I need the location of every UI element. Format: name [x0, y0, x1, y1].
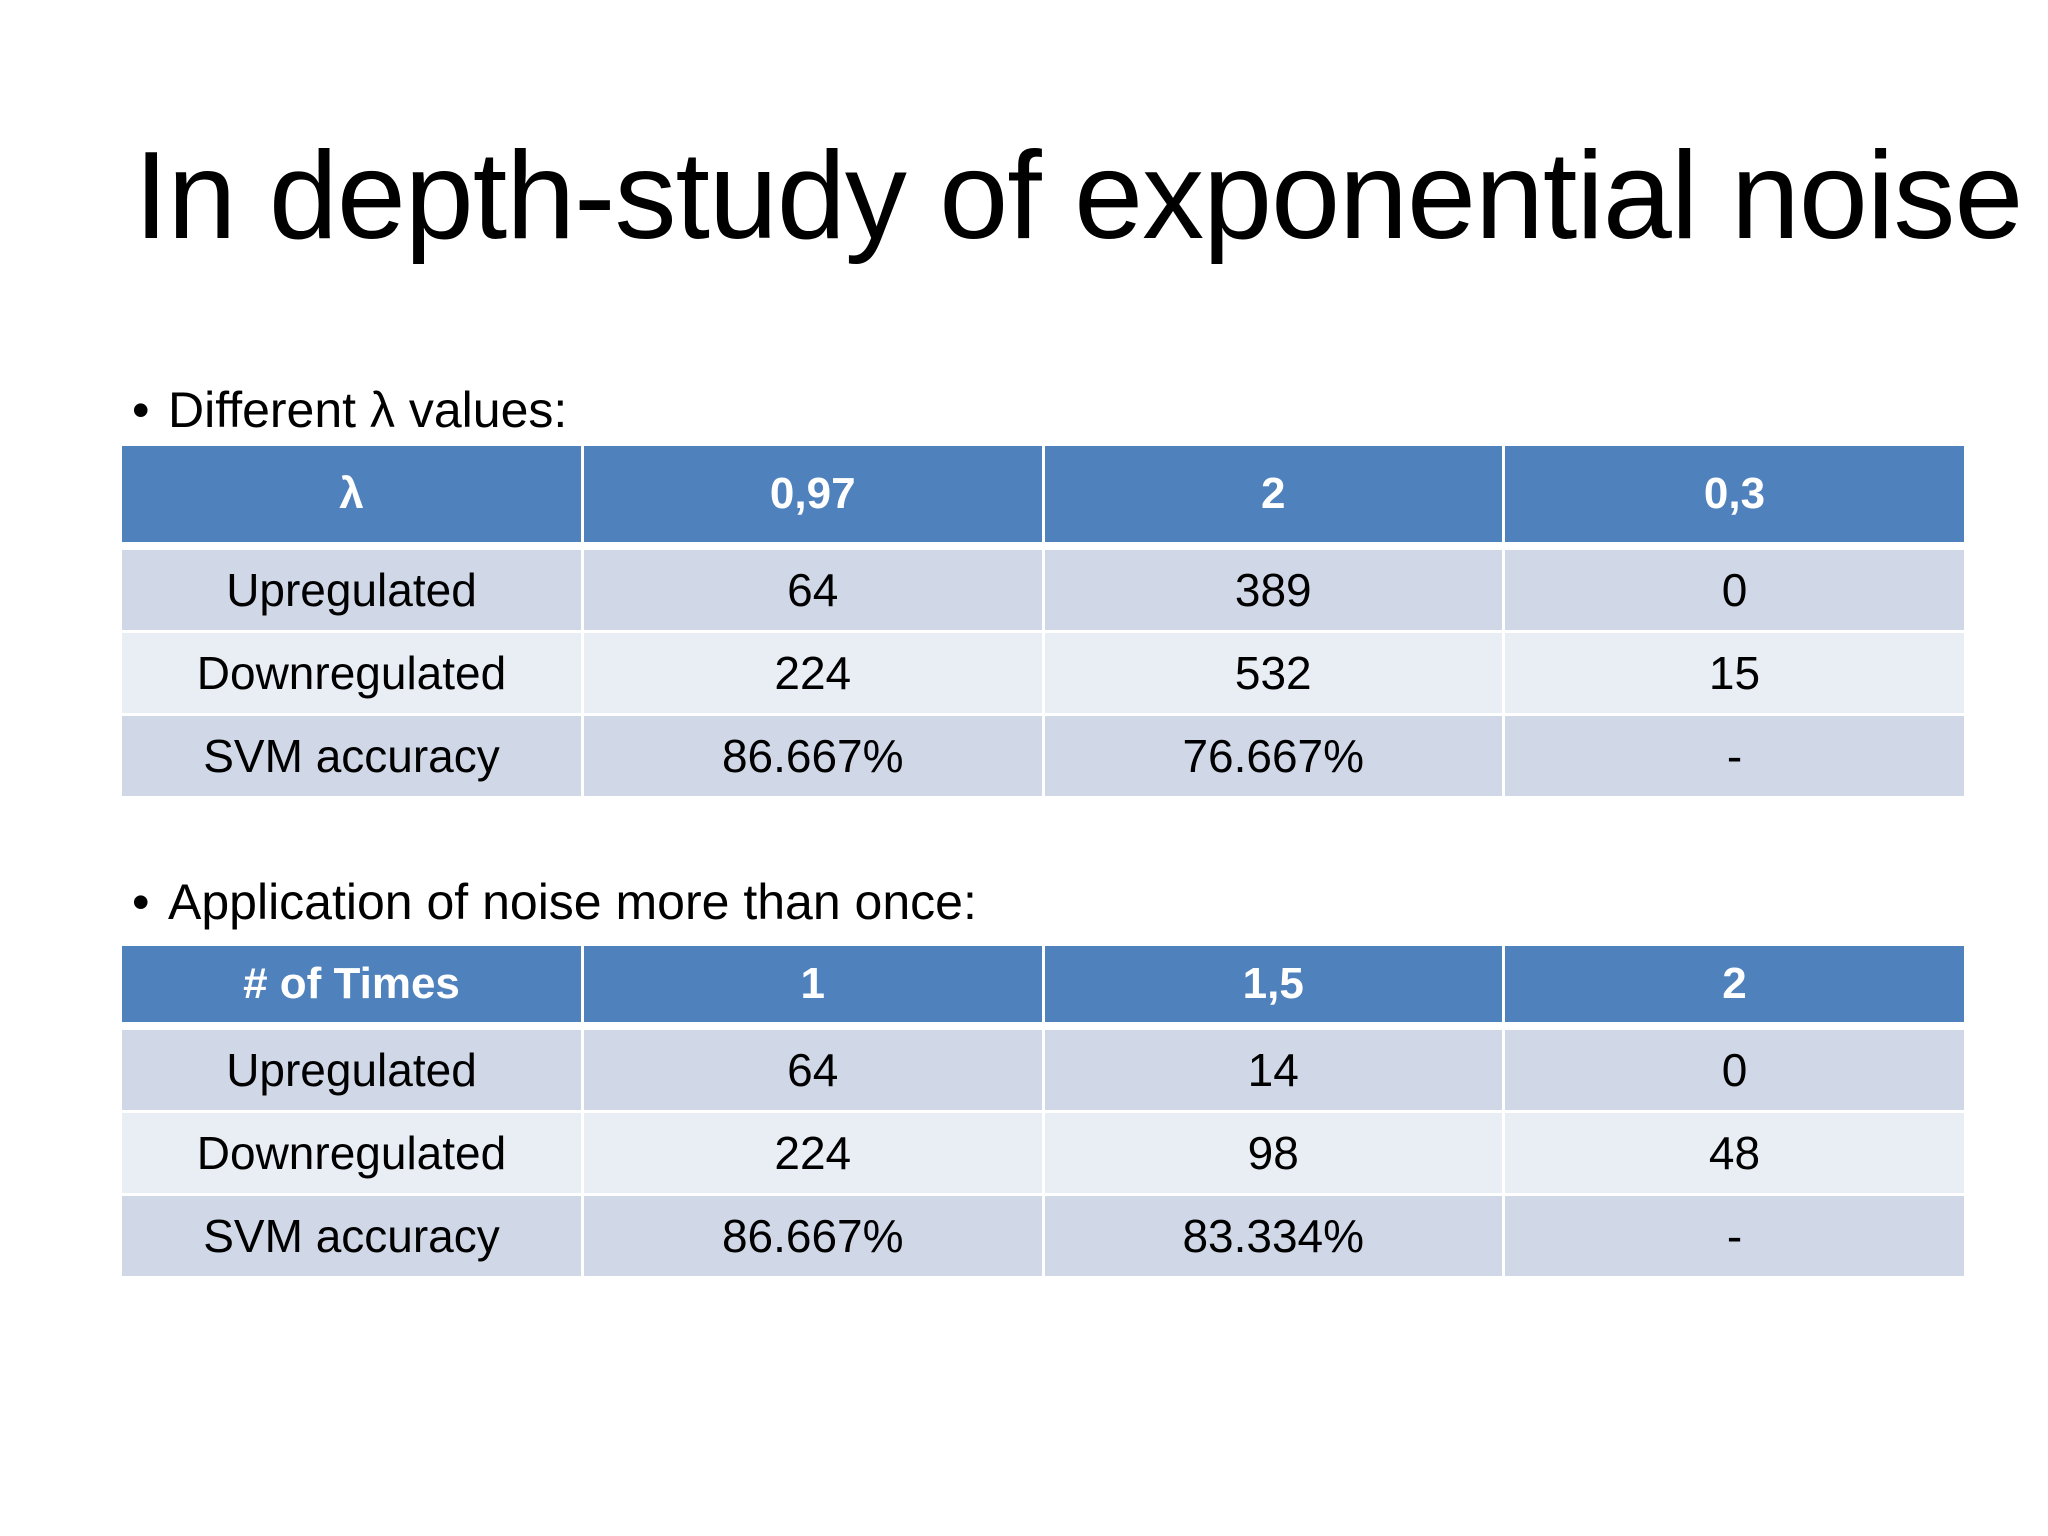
row-label-cell: Downregulated [122, 1111, 584, 1196]
row-label-cell: Downregulated [122, 631, 584, 716]
table-row: Upregulated 64 389 0 [122, 546, 1964, 633]
table-row: Downregulated 224 532 15 [122, 631, 1964, 716]
table-cell: 0 [1502, 546, 1964, 633]
table-cell: 224 [581, 631, 1045, 716]
header-cell: 1,5 [1041, 946, 1505, 1030]
table-cell: 224 [581, 1111, 1045, 1196]
table-cell: 86.667% [581, 1194, 1045, 1279]
slide-title: In depth-study of exponential noise [134, 127, 2023, 265]
table-cell: 14 [1041, 1026, 1505, 1113]
header-cell: 2 [1041, 446, 1505, 550]
bullet-dot: • [132, 874, 150, 930]
table-cell: 0 [1502, 1026, 1964, 1113]
noise-application-table: # of Times 1 1,5 2 Upregulated 64 14 0 D… [122, 946, 1964, 1279]
table-cell: 15 [1502, 631, 1964, 716]
table-row: SVM accuracy 86.667% 76.667% - [122, 714, 1964, 799]
bullet-dot: • [132, 382, 150, 438]
row-label-cell: Upregulated [122, 546, 584, 633]
table-cell: 76.667% [1041, 714, 1505, 799]
table-cell: - [1502, 714, 1964, 799]
table-cell: 48 [1502, 1111, 1964, 1196]
header-cell: 2 [1502, 946, 1964, 1030]
table-cell: - [1502, 1194, 1964, 1279]
row-label-cell: SVM accuracy [122, 714, 584, 799]
table-row: SVM accuracy 86.667% 83.334% - [122, 1194, 1964, 1279]
header-cell: # of Times [122, 946, 584, 1030]
bullet-text: Application of noise more than once: [168, 874, 977, 930]
table-header-row: # of Times 1 1,5 2 [122, 946, 1964, 1030]
header-cell: 0,97 [581, 446, 1045, 550]
table-cell: 98 [1041, 1111, 1505, 1196]
table-cell: 86.667% [581, 714, 1045, 799]
table-row: Downregulated 224 98 48 [122, 1111, 1964, 1196]
table-cell: 389 [1041, 546, 1505, 633]
bullet-noise-application: • Application of noise more than once: [132, 872, 977, 932]
table-row: Upregulated 64 14 0 [122, 1026, 1964, 1113]
header-cell: 0,3 [1502, 446, 1964, 550]
lambda-values-table: λ 0,97 2 0,3 Upregulated 64 389 0 Downre… [122, 446, 1964, 799]
bullet-lambda-values: • Different λ values: [132, 380, 567, 440]
table-header-row: λ 0,97 2 0,3 [122, 446, 1964, 550]
header-cell: λ [122, 446, 584, 550]
table-cell: 64 [581, 546, 1045, 633]
header-cell: 1 [581, 946, 1045, 1030]
row-label-cell: Upregulated [122, 1026, 584, 1113]
row-label-cell: SVM accuracy [122, 1194, 584, 1279]
table-cell: 64 [581, 1026, 1045, 1113]
bullet-text: Different λ values: [168, 382, 568, 438]
table-cell: 532 [1041, 631, 1505, 716]
table-cell: 83.334% [1041, 1194, 1505, 1279]
